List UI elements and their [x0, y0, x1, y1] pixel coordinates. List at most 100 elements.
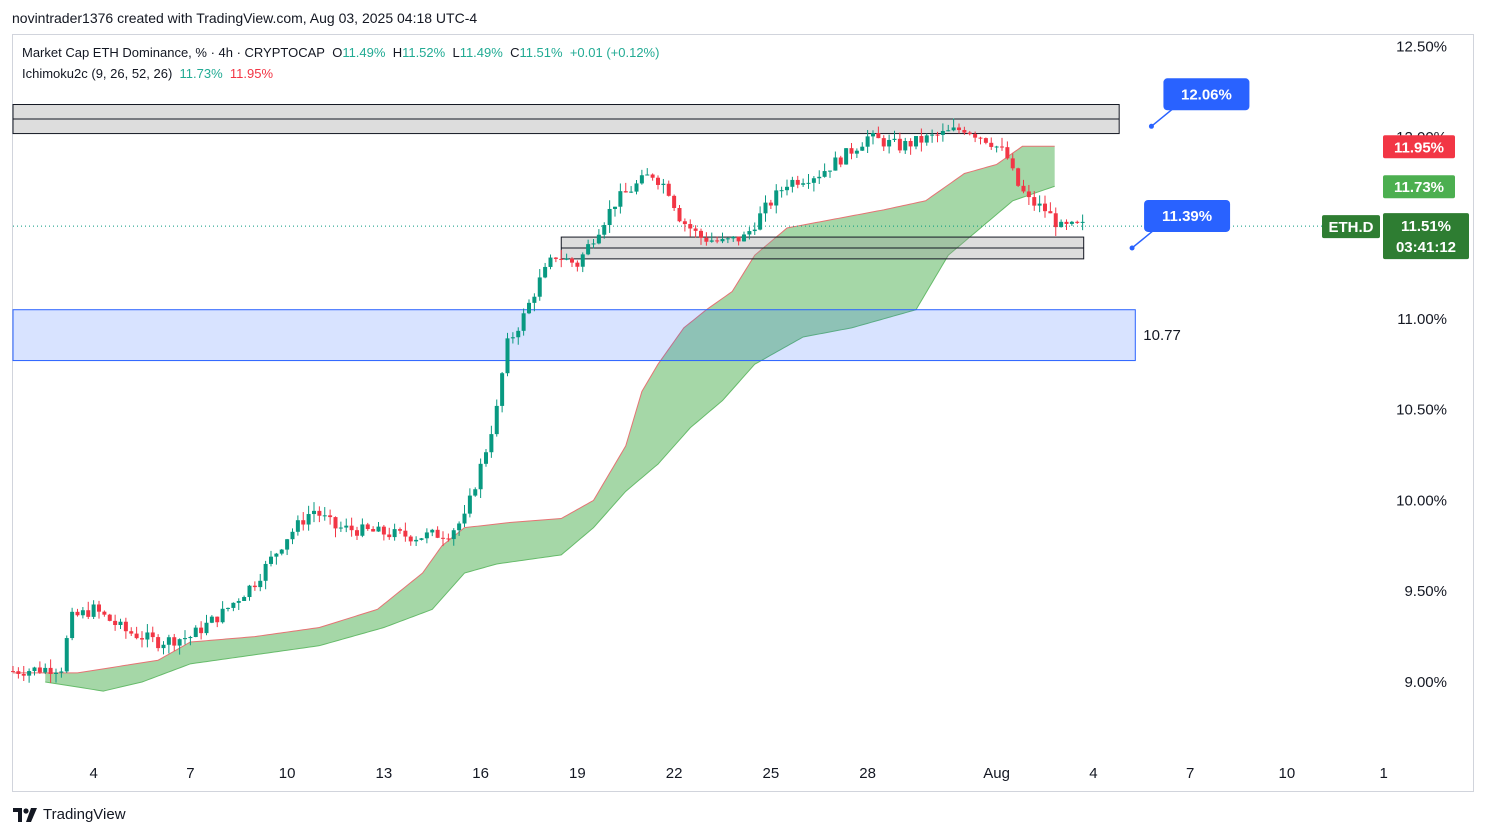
candle-body[interactable]	[725, 238, 730, 240]
candle-body[interactable]	[677, 208, 682, 222]
candle-body[interactable]	[505, 338, 510, 374]
candle-body[interactable]	[129, 631, 134, 634]
candle-body[interactable]	[607, 208, 612, 226]
candle-body[interactable]	[924, 135, 929, 143]
candle-body[interactable]	[1005, 147, 1010, 159]
candle-body[interactable]	[134, 633, 139, 639]
candle-body[interactable]	[570, 258, 574, 263]
candle-body[interactable]	[312, 510, 316, 515]
candle-body[interactable]	[355, 530, 359, 536]
candle-body[interactable]	[860, 146, 865, 151]
candle-body[interactable]	[494, 405, 499, 435]
candle-body[interactable]	[419, 538, 424, 540]
candle-body[interactable]	[1064, 221, 1069, 224]
candle-body[interactable]	[86, 610, 91, 617]
candle-body[interactable]	[914, 136, 918, 147]
candle-body[interactable]	[919, 136, 924, 143]
candle-body[interactable]	[623, 191, 628, 193]
candle-body[interactable]	[484, 452, 488, 464]
candle-body[interactable]	[204, 622, 209, 634]
candle-body[interactable]	[199, 627, 204, 634]
candle-body[interactable]	[892, 138, 897, 140]
candle-body[interactable]	[742, 234, 746, 242]
candle-body[interactable]	[957, 127, 961, 131]
candle-body[interactable]	[806, 182, 811, 184]
candle-body[interactable]	[489, 434, 494, 453]
candle-body[interactable]	[150, 632, 155, 638]
candle-body[interactable]	[822, 171, 827, 177]
candle-body[interactable]	[161, 644, 166, 649]
candle-body[interactable]	[602, 225, 607, 235]
candle-body[interactable]	[27, 671, 32, 676]
candle-body[interactable]	[467, 495, 472, 514]
candle-body[interactable]	[37, 667, 42, 673]
candle-body[interactable]	[403, 530, 408, 537]
candle-body[interactable]	[269, 556, 273, 564]
candle-body[interactable]	[1080, 221, 1085, 223]
candle-body[interactable]	[1026, 191, 1031, 198]
candle-body[interactable]	[328, 515, 333, 518]
symbol-tag[interactable]	[1322, 215, 1380, 239]
candle-body[interactable]	[871, 133, 875, 137]
candle-body[interactable]	[940, 130, 945, 135]
candle-body[interactable]	[521, 313, 526, 331]
candle-body[interactable]	[414, 539, 419, 542]
candle-body[interactable]	[478, 463, 483, 490]
candle-body[interactable]	[580, 254, 585, 267]
candle-body[interactable]	[688, 224, 693, 229]
candle-body[interactable]	[21, 673, 26, 676]
candle-body[interactable]	[1043, 203, 1047, 212]
candle-body[interactable]	[693, 228, 698, 231]
candle-body[interactable]	[575, 262, 580, 267]
candle-body[interactable]	[715, 240, 720, 242]
candle-body[interactable]	[285, 539, 290, 550]
candle-body[interactable]	[140, 638, 144, 640]
candle-body[interactable]	[215, 616, 220, 623]
candle-body[interactable]	[360, 524, 365, 536]
candle-body[interactable]	[252, 585, 257, 588]
candle-body[interactable]	[424, 532, 429, 539]
candle-body[interactable]	[209, 616, 214, 623]
candle-body[interactable]	[908, 140, 913, 147]
candle-body[interactable]	[903, 140, 908, 151]
candle-body[interactable]	[887, 139, 892, 147]
candle-body[interactable]	[844, 148, 849, 165]
candle-body[interactable]	[709, 240, 714, 242]
candle-body[interactable]	[876, 133, 881, 139]
candle-body[interactable]	[1053, 213, 1058, 228]
candle-body[interactable]	[1032, 197, 1037, 206]
candle-body[interactable]	[387, 534, 392, 538]
candle-body[interactable]	[833, 157, 838, 171]
candle-body[interactable]	[317, 510, 322, 516]
candle-body[interactable]	[365, 524, 370, 530]
candle-body[interactable]	[1010, 158, 1015, 169]
candle-body[interactable]	[548, 257, 553, 267]
candle-body[interactable]	[897, 138, 902, 151]
candle-body[interactable]	[704, 237, 709, 242]
candle-body[interactable]	[731, 236, 736, 239]
candle-body[interactable]	[226, 607, 230, 609]
candle-body[interactable]	[1048, 211, 1053, 214]
symbol-legend[interactable]: Market Cap ETH Dominance, % · 4h · CRYPT…	[22, 45, 659, 60]
candle-body[interactable]	[1069, 221, 1074, 224]
candle-body[interactable]	[768, 202, 773, 206]
candle-body[interactable]	[967, 132, 972, 135]
candle-body[interactable]	[828, 170, 832, 172]
candle-body[interactable]	[473, 489, 478, 496]
candle-body[interactable]	[661, 183, 666, 185]
demand-zone[interactable]	[12, 309, 1136, 362]
candle-body[interactable]	[559, 258, 564, 260]
candle-body[interactable]	[446, 538, 451, 540]
candle-body[interactable]	[639, 175, 644, 184]
candle-body[interactable]	[91, 604, 96, 617]
candle-body[interactable]	[763, 202, 768, 214]
candle-body[interactable]	[97, 604, 101, 612]
candle-body[interactable]	[785, 186, 789, 191]
candle-body[interactable]	[247, 585, 252, 598]
candle-body[interactable]	[408, 536, 413, 542]
candle-body[interactable]	[650, 174, 655, 178]
candle-body[interactable]	[596, 234, 601, 244]
candle-body[interactable]	[123, 621, 128, 632]
candle-body[interactable]	[338, 527, 343, 529]
